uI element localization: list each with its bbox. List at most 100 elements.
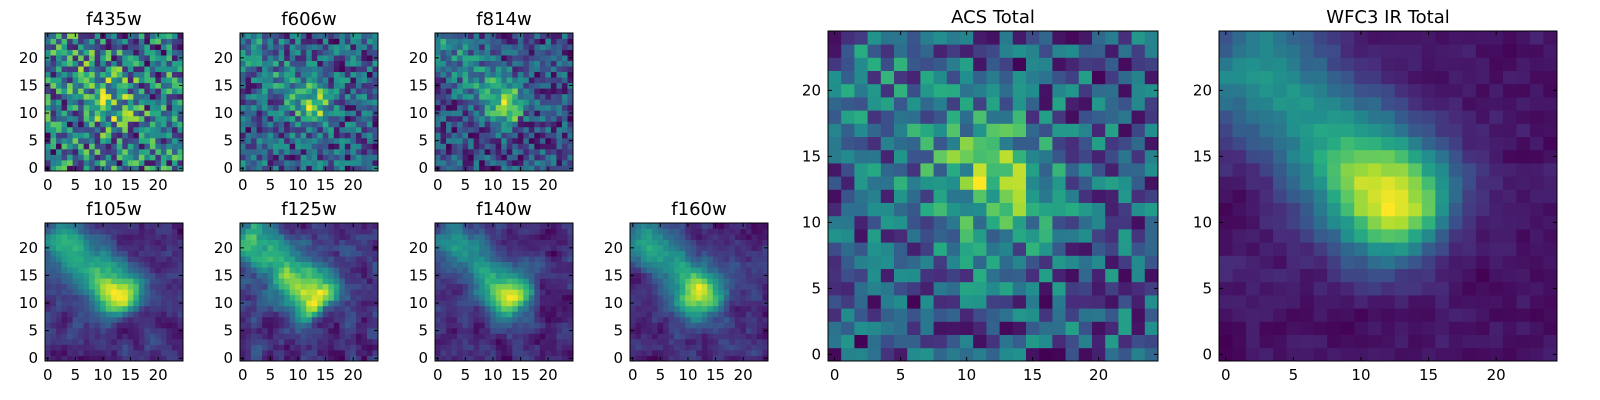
heatmap-cell [72, 99, 79, 106]
heatmap-cell [94, 132, 101, 139]
heatmap-cell [83, 239, 90, 246]
heatmap-cell [328, 104, 335, 111]
heatmap-cell [512, 223, 519, 229]
heatmap-cell [1078, 242, 1093, 256]
heatmap-cell [556, 239, 563, 246]
heatmap-cell [1012, 242, 1027, 256]
heatmap-cell [317, 38, 324, 45]
heatmap-cell [311, 159, 318, 166]
heatmap-cell [105, 137, 112, 144]
heatmap-cell [344, 71, 351, 78]
heatmap-cell [473, 33, 480, 39]
heatmap-cell [317, 349, 324, 356]
heatmap-cell [116, 333, 123, 340]
heatmap-cell [317, 327, 324, 334]
heatmap-cell [473, 344, 480, 351]
heatmap-cell [171, 49, 178, 56]
heatmap-cell [149, 333, 156, 340]
heatmap-cell [550, 115, 557, 122]
heatmap-cell [50, 256, 57, 263]
heatmap-cell [907, 321, 921, 335]
heatmap-cell [78, 104, 85, 111]
heatmap-cell [273, 99, 280, 106]
heatmap-cell [133, 256, 140, 263]
heatmap-cell [490, 289, 497, 296]
heatmap-cell [111, 49, 118, 56]
heatmap-cell [177, 294, 184, 301]
heatmap-cell [67, 104, 73, 111]
heatmap-cell [712, 316, 719, 323]
heatmap-cell [328, 66, 335, 73]
heatmap-cell [679, 234, 686, 240]
heatmap-cell [479, 115, 486, 122]
heatmap-cell [668, 272, 675, 279]
heatmap-cell [311, 338, 318, 345]
heatmap-cell [723, 289, 730, 296]
heatmap-cell [561, 261, 568, 268]
heatmap-cell [550, 44, 557, 50]
heatmap-cell [94, 99, 101, 106]
heatmap-cell [361, 165, 368, 172]
heatmap-cell [506, 316, 513, 323]
heatmap-cell [1105, 229, 1119, 243]
heatmap-cell [284, 333, 291, 340]
heatmap-cell [372, 289, 379, 296]
heatmap-cell [756, 289, 763, 296]
heatmap-cell [284, 245, 291, 251]
heatmap-cell [854, 149, 868, 164]
heatmap-cell [339, 154, 346, 161]
heatmap-cell [350, 66, 357, 73]
heatmap-cell [133, 344, 140, 351]
heatmap-cell [328, 38, 335, 45]
heatmap-cell [635, 344, 642, 351]
heatmap-cell [685, 278, 692, 285]
heatmap-cell [745, 355, 752, 362]
heatmap-cell [841, 281, 855, 296]
heatmap-cell [550, 234, 557, 240]
heatmap-cell [751, 272, 758, 279]
heatmap-cell [440, 223, 447, 229]
heatmap-cell [94, 137, 101, 144]
heatmap-cell [501, 93, 508, 100]
heatmap-cell [523, 143, 530, 150]
heatmap-cell [289, 137, 296, 144]
heatmap-cell [685, 250, 692, 257]
heatmap-cell [256, 88, 263, 95]
heatmap-cell [484, 349, 491, 356]
heatmap-cell [333, 311, 340, 318]
heatmap-cell [756, 344, 763, 351]
heatmap-cell [523, 327, 530, 334]
heatmap-cell [61, 38, 68, 45]
heatmap-cell [278, 82, 285, 89]
heatmap-cell [256, 33, 263, 39]
heatmap-cell [328, 283, 335, 290]
heatmap-cell [556, 316, 563, 323]
heatmap-cell [127, 349, 134, 356]
heatmap-cell [490, 311, 497, 318]
heatmap-cell [67, 283, 73, 290]
heatmap-cell [690, 267, 697, 274]
heatmap-cell [361, 283, 368, 290]
heatmap-cell [446, 305, 452, 312]
heatmap-cell [701, 267, 708, 274]
heatmap-cell [1144, 255, 1159, 269]
heatmap-cell [127, 154, 134, 161]
heatmap-cell [111, 311, 118, 318]
heatmap-cell [361, 278, 368, 285]
heatmap-cell [495, 33, 502, 39]
heatmap-cell [56, 165, 62, 172]
heatmap-cell [539, 154, 546, 161]
heatmap-cell [561, 234, 568, 240]
heatmap-cell [372, 311, 379, 318]
heatmap-cell [166, 272, 173, 279]
heatmap-cell [166, 322, 173, 329]
heatmap-cell [446, 327, 452, 334]
heatmap-cell [534, 66, 541, 73]
heatmap-cell [528, 239, 535, 246]
heatmap-cell [567, 33, 574, 39]
heatmap-cell [149, 154, 156, 161]
heatmap-cell [1026, 255, 1040, 269]
heatmap-cell [539, 349, 546, 356]
heatmap-cell [556, 33, 563, 39]
heatmap-cell [251, 110, 257, 117]
